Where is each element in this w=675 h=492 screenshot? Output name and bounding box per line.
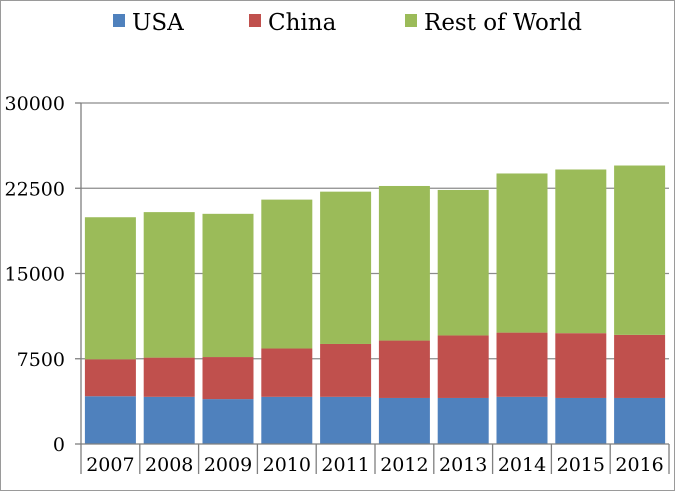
bar-usa-2013: [437, 397, 489, 444]
bar-china-2015: [555, 333, 607, 398]
legend-label-rest-of-world: Rest of World: [424, 10, 582, 36]
y-tick-label: 0: [53, 434, 65, 456]
x-tick-label: 2012: [380, 454, 428, 476]
bar-rest-of-world-2014: [496, 173, 548, 333]
y-tick-label: 30000: [5, 93, 65, 115]
bar-usa-2007: [84, 396, 136, 444]
bar-china-2010: [261, 348, 313, 397]
legend: USA China Rest of World: [113, 10, 582, 36]
bar-rest-of-world-2008: [143, 212, 195, 358]
bar-rest-of-world-2010: [261, 199, 313, 349]
bar-rest-of-world-2012: [378, 185, 430, 341]
legend-label-china: China: [268, 10, 337, 36]
bar-rest-of-world-2007: [84, 217, 136, 360]
x-tick-label: 2011: [321, 454, 369, 476]
x-tick-label: 2014: [498, 454, 546, 476]
bar-usa-2011: [320, 396, 372, 444]
legend-swatch-china: [249, 14, 261, 27]
bar-usa-2016: [614, 397, 666, 444]
bar-china-2008: [143, 357, 195, 397]
x-tick-label: 2010: [263, 454, 311, 476]
bar-china-2012: [378, 340, 430, 398]
bar-usa-2009: [202, 399, 254, 444]
legend-swatch-usa: [113, 14, 125, 27]
legend-label-usa: USA: [132, 10, 184, 36]
x-tick-label: 2016: [615, 454, 663, 476]
y-tick-label: 22500: [5, 178, 65, 200]
bar-usa-2015: [555, 397, 607, 444]
bar-china-2009: [202, 357, 254, 400]
y-tick-label: 7500: [17, 349, 65, 371]
bar-china-2013: [437, 335, 489, 398]
bar-rest-of-world-2009: [202, 213, 254, 358]
bars: [84, 165, 666, 444]
x-tick-label: 2013: [439, 454, 487, 476]
bar-usa-2012: [378, 397, 430, 444]
bar-china-2016: [614, 334, 666, 398]
bar-usa-2014: [496, 396, 548, 444]
y-tick-label: 15000: [5, 264, 65, 286]
x-tick-label: 2009: [204, 454, 252, 476]
bar-china-2014: [496, 332, 548, 397]
y-axis-ticks: 0 7500 15000 22500 30000: [5, 93, 81, 456]
x-tick-label: 2007: [86, 454, 134, 476]
bar-rest-of-world-2016: [614, 165, 666, 335]
bar-rest-of-world-2011: [320, 191, 372, 344]
bar-usa-2010: [261, 396, 313, 444]
x-tick-label: 2015: [557, 454, 605, 476]
bar-usa-2008: [143, 396, 195, 444]
bar-china-2011: [320, 343, 372, 397]
bar-china-2007: [84, 359, 136, 397]
bar-rest-of-world-2015: [555, 169, 607, 334]
legend-swatch-rest-of-world: [405, 14, 417, 27]
bar-rest-of-world-2013: [437, 189, 489, 336]
x-axis-ticks: 2007 2008 2009 2010 2011 2012 2013 2014 2015 2016: [80, 444, 670, 476]
x-tick-label: 2008: [145, 454, 193, 476]
